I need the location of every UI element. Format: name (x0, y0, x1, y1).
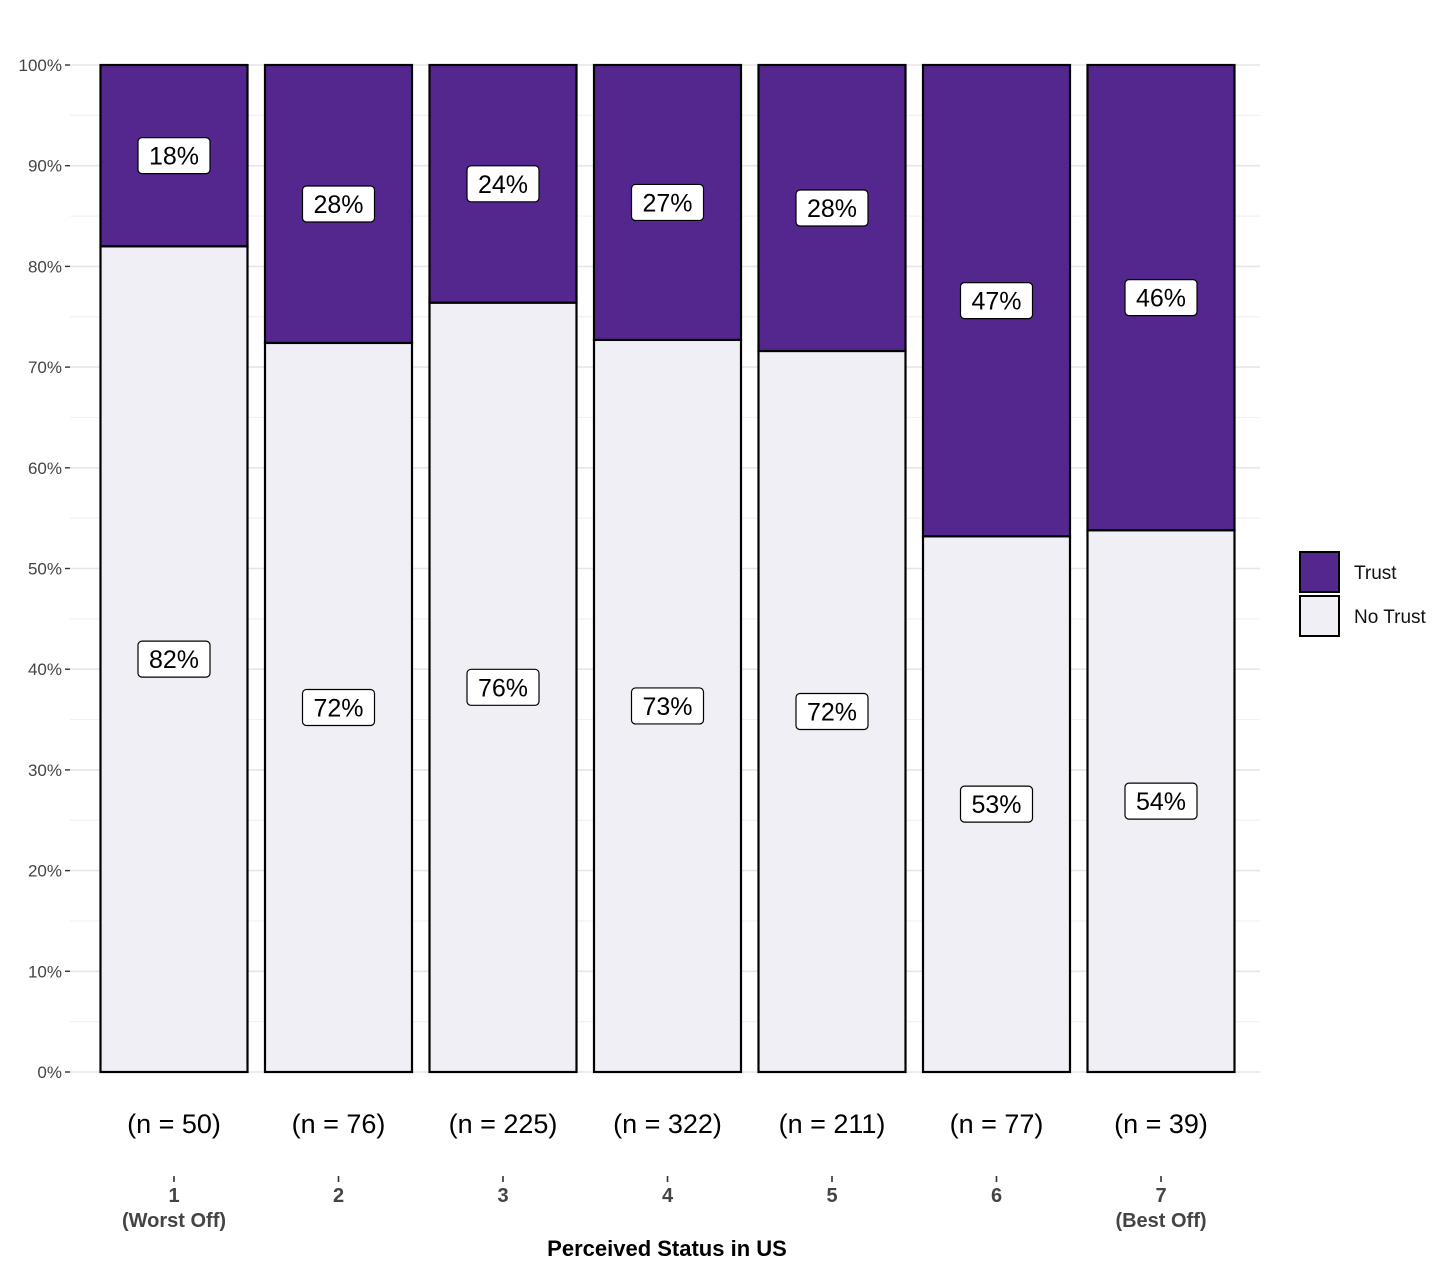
x-tick-label: 4 (662, 1185, 674, 1207)
y-tick-label: 80% (28, 257, 62, 276)
data-label-box (630, 687, 705, 725)
data-label-box (630, 183, 705, 222)
x-tick-label: 7 (1155, 1185, 1166, 1207)
y-tick-label: 90% (28, 157, 62, 176)
x-tick-sublabel: (Best Off) (1115, 1210, 1206, 1232)
data-label-box (795, 692, 869, 731)
y-tick-label: 30% (28, 761, 62, 780)
data-label: 82% (149, 646, 199, 674)
data-label: 27% (642, 189, 692, 217)
data-label: 72% (807, 698, 857, 726)
x-tick-label: 6 (991, 1185, 1002, 1207)
data-label-box (137, 137, 211, 175)
y-tick-label: 70% (28, 358, 62, 377)
sample-size-label: (n = 211) (779, 1109, 886, 1139)
data-label: 47% (971, 288, 1021, 316)
data-label-box (301, 688, 376, 727)
data-label: 28% (313, 191, 363, 219)
legend: Trust No Trust (1299, 551, 1427, 637)
x-axis: Perceived Status in US (n = 50) 1 (Worst O… (122, 1109, 1208, 1261)
data-label: 18% (149, 143, 199, 171)
x-tick-label: 5 (826, 1185, 837, 1207)
y-tick-label: 100% (19, 56, 62, 75)
data-label: 24% (478, 171, 528, 199)
data-label-box (1124, 782, 1198, 820)
y-tick-label: 50% (28, 560, 62, 579)
data-label-box (1124, 279, 1198, 317)
sample-size-label: (n = 76) (292, 1109, 386, 1139)
legend-label: Trust (1354, 563, 1397, 584)
data-label: 72% (313, 694, 363, 722)
legend-key-trust (1299, 551, 1340, 593)
data-label: 28% (807, 195, 857, 223)
x-tick-label: 3 (497, 1185, 508, 1207)
data-label: 73% (642, 693, 692, 721)
y-tick-label: 60% (28, 459, 62, 478)
y-tick-label: 20% (28, 862, 62, 881)
y-tick-label: 10% (28, 962, 62, 981)
data-label-box (137, 640, 211, 678)
x-tick-label: 2 (333, 1185, 344, 1207)
legend-key-no-trust (1299, 595, 1340, 637)
data-label: 53% (971, 791, 1021, 819)
data-label-box (959, 282, 1034, 320)
data-label-box (959, 785, 1034, 823)
data-label-box (795, 189, 869, 227)
x-tick-sublabel: (Worst Off) (122, 1210, 226, 1232)
legend-label: No Trust (1354, 607, 1427, 628)
data-label-box (466, 165, 540, 203)
sample-size-label: (n = 225) (449, 1109, 558, 1139)
bar-no-trust-7 (1086, 529, 1236, 1074)
y-tick-label: 0% (37, 1063, 62, 1082)
data-label: 46% (1136, 285, 1186, 313)
sample-size-label: (n = 77) (950, 1109, 1044, 1139)
x-tick-label: 1 (168, 1185, 179, 1207)
sample-size-label: (n = 39) (1114, 1109, 1208, 1139)
data-label-box (466, 668, 540, 706)
sample-size-label: (n = 322) (613, 1109, 722, 1139)
y-tick-label: 40% (28, 660, 62, 679)
x-axis-title: Perceived Status in US (547, 1236, 787, 1261)
y-axis: 0% 10% 20% 30% 40% 50% 60% 70% 80% 90% 100% (19, 56, 70, 1082)
data-labels: 82% 18% 72% 28% 76% 24% 73% 27% 72% 28% 53% 47% 54% 4… (137, 137, 1198, 823)
sample-size-label: (n = 50) (127, 1109, 221, 1139)
data-label: 76% (478, 674, 528, 702)
data-label-box (301, 185, 376, 223)
data-label: 54% (1136, 788, 1186, 816)
